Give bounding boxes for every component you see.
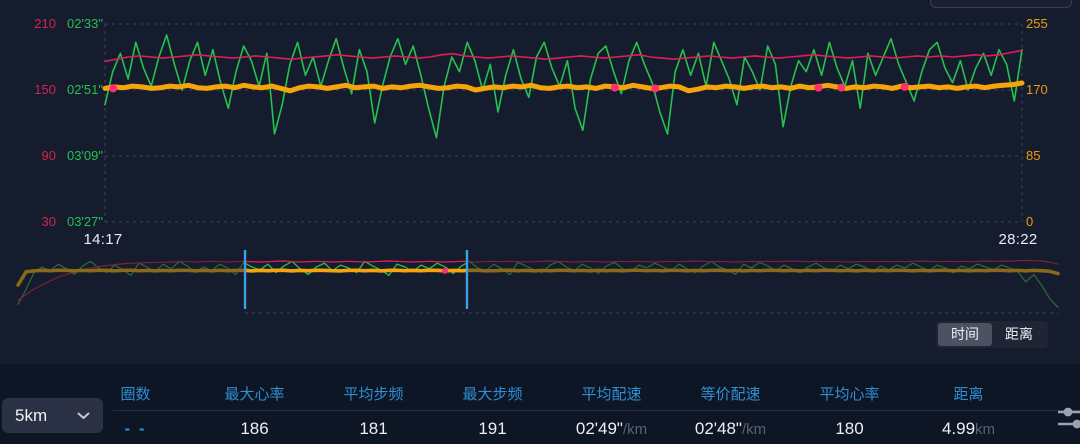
lap-stats-panel: 5km 圈数 最大心率 平均步频 最大步频 平均配速 等价配速 平均心率 距离 … (0, 364, 1080, 444)
value-avg-cadence: 181 (359, 419, 388, 438)
value-max-hr: 186 (240, 419, 269, 438)
pace-axis-tick: 02'51" (66, 82, 103, 97)
cadence-line (16, 268, 1060, 287)
pace-line (104, 34, 1023, 139)
value-avg-pace: 02'49"/km (575, 419, 648, 438)
heart_rate-line (17, 259, 1059, 301)
chart-canvas[interactable] (0, 0, 1080, 364)
stats-header-row: 圈数 最大心率 平均步频 最大步频 平均配速 等价配速 平均心率 距离 (76, 383, 1028, 403)
value-distance: 4.99km (941, 419, 996, 438)
x-axis-mode-toggle: 时间 距离 (936, 321, 1048, 348)
cadence-axis-tick: 0 (1026, 214, 1034, 229)
col-avg-hr: 平均心率 (819, 386, 880, 403)
pace-line (17, 260, 1059, 308)
eq-pace-unit: /km (741, 421, 767, 438)
tab-time[interactable]: 时间 (938, 323, 992, 346)
chevron-down-icon (77, 412, 90, 419)
hr-axis-tick: 210 (34, 16, 56, 31)
lap-selector-value: 5km (15, 405, 48, 425)
hr-axis-tick: 30 (41, 214, 56, 229)
cadence-line (102, 80, 1025, 94)
pace-axis-tick: 03'09" (66, 148, 103, 163)
col-eq-pace: 等价配速 (700, 386, 761, 403)
stats-value-row: - - 186 181 191 02'49"/km 02'48"/km 180 … (76, 419, 1028, 439)
col-laps: 圈数 (120, 386, 151, 403)
cropped-panel-remnant (930, 0, 1072, 8)
lap-selector[interactable]: 5km (2, 398, 103, 433)
settings-sliders-icon[interactable] (1058, 403, 1080, 433)
hr-axis-tick: 90 (41, 148, 56, 163)
col-avg-cadence: 平均步频 (343, 386, 404, 403)
value-max-cadence: 191 (478, 419, 507, 438)
pace-line (245, 260, 467, 276)
pace-axis-tick: 03'27" (66, 214, 103, 229)
cadence-line (245, 268, 467, 273)
pace-axis-tick: 02'33" (66, 16, 103, 31)
avg-pace-unit: /km (622, 421, 648, 438)
tab-distance[interactable]: 距离 (992, 323, 1046, 346)
cadence-axis-tick: 170 (1026, 82, 1048, 97)
x-end-time-label: 28:22 (998, 231, 1038, 248)
value-laps: - - (124, 419, 147, 438)
cadence-axis-tick: 255 (1026, 16, 1048, 31)
col-max-hr: 最大心率 (224, 386, 285, 403)
distance-unit: km (975, 421, 996, 438)
x-start-time-label: 14:17 (83, 231, 123, 248)
hr-axis-tick: 150 (34, 82, 56, 97)
header-divider (113, 410, 1080, 411)
col-avg-pace: 平均配速 (581, 386, 642, 403)
col-max-cadence: 最大步频 (462, 386, 523, 403)
value-eq-pace: 02'48"/km (694, 419, 767, 438)
col-distance: 距离 (953, 386, 984, 403)
heart_rate-line (104, 49, 1023, 63)
value-avg-hr: 180 (835, 419, 864, 438)
cadence-axis-tick: 85 (1026, 148, 1041, 163)
